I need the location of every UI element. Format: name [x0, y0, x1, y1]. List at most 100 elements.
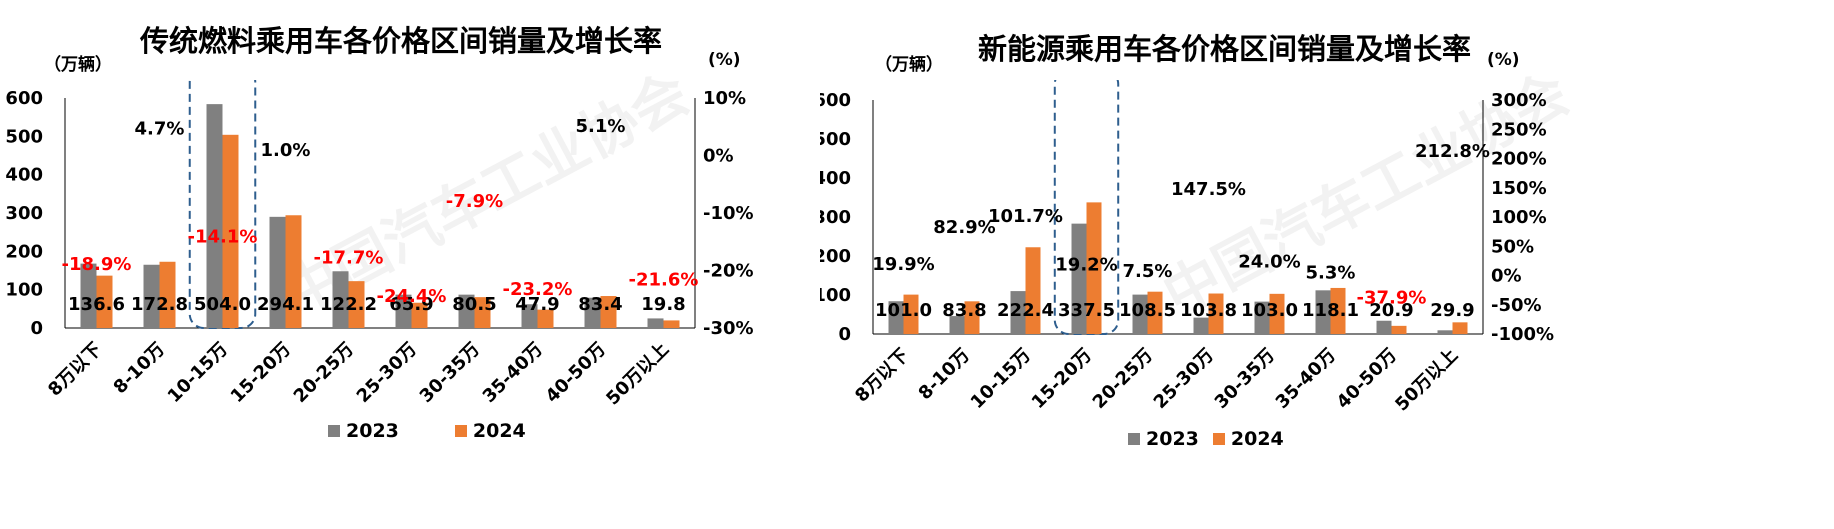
- bar-2023: [395, 294, 412, 328]
- legend-label-2024: 2024: [472, 420, 526, 442]
- growth-label: 101.7%: [988, 206, 1063, 227]
- data-label: 122.2: [320, 294, 377, 315]
- data-label: 118.1: [1302, 300, 1359, 321]
- legend-label-2023: 2023: [1146, 428, 1199, 450]
- data-label: 20.9: [1369, 300, 1413, 321]
- bar-2024: [600, 296, 617, 328]
- growth-label: 1.0%: [261, 140, 311, 161]
- x-tick-label: 8-10万: [915, 345, 974, 404]
- data-label: 83.8: [942, 300, 986, 321]
- growth-label: -21.6%: [629, 270, 699, 291]
- y2-tick-label: 200%: [1491, 149, 1547, 170]
- y-tick-label: 500: [5, 126, 43, 147]
- legend-item-2024: 2024: [454, 420, 526, 442]
- bar-2024: [222, 134, 239, 328]
- bar-2023: [584, 297, 601, 328]
- growth-label: -14.1%: [188, 227, 258, 248]
- growth-label: -23.2%: [503, 279, 573, 300]
- y2-tick-label: -10%: [703, 203, 754, 224]
- y-tick-label: 500: [820, 129, 851, 150]
- growth-label: 147.5%: [1171, 179, 1246, 200]
- y2-tick-label: 50%: [1491, 236, 1534, 257]
- x-tick-label: 8-10万: [110, 339, 169, 398]
- bar-2024: [964, 301, 980, 334]
- data-label: 47.9: [515, 294, 559, 315]
- bar-2024: [1208, 293, 1224, 334]
- bar-2024: [1269, 293, 1285, 334]
- x-tick-label: 8万以下: [44, 339, 106, 401]
- data-label: 136.6: [68, 294, 125, 315]
- x-tick-label: 10-15万: [967, 345, 1035, 413]
- bar-2023: [1010, 291, 1026, 334]
- bar-2024: [537, 309, 554, 328]
- bar-2023: [1376, 320, 1392, 334]
- x-tick-label: 10-15万: [164, 339, 232, 407]
- legend-label-2023: 2023: [346, 420, 399, 442]
- bar-2024: [159, 261, 176, 328]
- left-chart-left-unit: （万辆）: [44, 55, 112, 75]
- bar-2023: [521, 304, 538, 328]
- bar-2024: [1086, 202, 1102, 334]
- bar-2023: [332, 271, 349, 328]
- right-chart-left-unit: （万辆）: [875, 55, 943, 75]
- growth-label: -18.9%: [62, 254, 132, 275]
- y2-tick-label: 250%: [1491, 119, 1547, 140]
- right-chart: 0 100 200 300 400 500 600 -100% -50% 0% 50% 100% 150…: [820, 80, 1554, 415]
- data-label: 108.5: [1119, 300, 1176, 321]
- y2-tick-label: -50%: [1491, 295, 1542, 316]
- y2-tick-label: 0%: [703, 146, 734, 167]
- left-chart-legend: 2023 2024: [328, 420, 526, 442]
- growth-label: 5.3%: [1306, 262, 1356, 283]
- y2-tick-label: -100%: [1491, 324, 1554, 345]
- growth-label: -7.9%: [446, 191, 503, 212]
- data-label: 294.1: [257, 294, 314, 315]
- data-label: 103.8: [1180, 300, 1237, 321]
- legend-item-2023: 2023: [328, 420, 399, 442]
- legend-swatch-2024: [454, 425, 467, 437]
- growth-label: 4.7%: [135, 118, 185, 139]
- bar-2023: [458, 294, 475, 328]
- bar-2023: [1193, 317, 1209, 334]
- bar-2023: [206, 104, 223, 328]
- x-tick-label: 15-20万: [1028, 345, 1096, 413]
- left-chart: 0 100 200 300 400 500 600 -30% -20% -10% 0% 10% 136.…: [5, 80, 754, 410]
- y2-tick-label: 300%: [1491, 90, 1547, 111]
- x-tick-label: 8万以下: [851, 345, 913, 407]
- bar-2023: [888, 301, 904, 334]
- y-tick-label: 600: [5, 88, 43, 109]
- bar-2023: [80, 263, 97, 328]
- growth-label: 7.5%: [1123, 261, 1173, 282]
- x-tick-label: 20-25万: [1089, 345, 1157, 413]
- x-tick-label: 40-50万: [1333, 345, 1401, 413]
- growth-label: 24.0%: [1238, 251, 1300, 272]
- bar-2023: [1254, 301, 1270, 334]
- y2-tick-label: -20%: [703, 261, 754, 282]
- legend-label-2024: 2024: [1230, 428, 1284, 450]
- bar-2023: [143, 264, 160, 328]
- y2-tick-label: 0%: [1491, 266, 1522, 287]
- data-label: 172.8: [131, 294, 188, 315]
- bar-2024: [903, 294, 919, 334]
- y-tick-label: 200: [820, 246, 851, 267]
- y-tick-label: 0: [838, 324, 851, 345]
- right-chart-legend: 2023 2024: [1128, 428, 1284, 450]
- bar-2024: [1025, 247, 1041, 334]
- growth-label: -24.4%: [377, 286, 447, 307]
- x-tick-label: 15-20万: [227, 339, 295, 407]
- y-tick-label: 400: [820, 168, 851, 189]
- x-tick-label: 30-35万: [1211, 345, 1279, 413]
- data-label: 80.5: [452, 294, 496, 315]
- legend-item-2023: 2023: [1128, 428, 1199, 450]
- right-chart-title: 新能源乘用车各价格区间销量及增长率: [978, 32, 1472, 66]
- x-tick-label: 35-40万: [1272, 345, 1340, 413]
- y2-tick-label: 150%: [1491, 178, 1547, 199]
- growth-label: 19.2%: [1055, 254, 1117, 275]
- bar-2023: [647, 318, 664, 328]
- y2-tick-label: 100%: [1491, 207, 1547, 228]
- growth-label: 5.1%: [576, 116, 626, 137]
- bar-2024: [1330, 287, 1346, 334]
- x-tick-label: 50万以上: [602, 339, 673, 410]
- data-label: 29.9: [1430, 300, 1474, 321]
- y-tick-label: 200: [5, 241, 43, 262]
- x-tick-label: 25-30万: [353, 339, 421, 407]
